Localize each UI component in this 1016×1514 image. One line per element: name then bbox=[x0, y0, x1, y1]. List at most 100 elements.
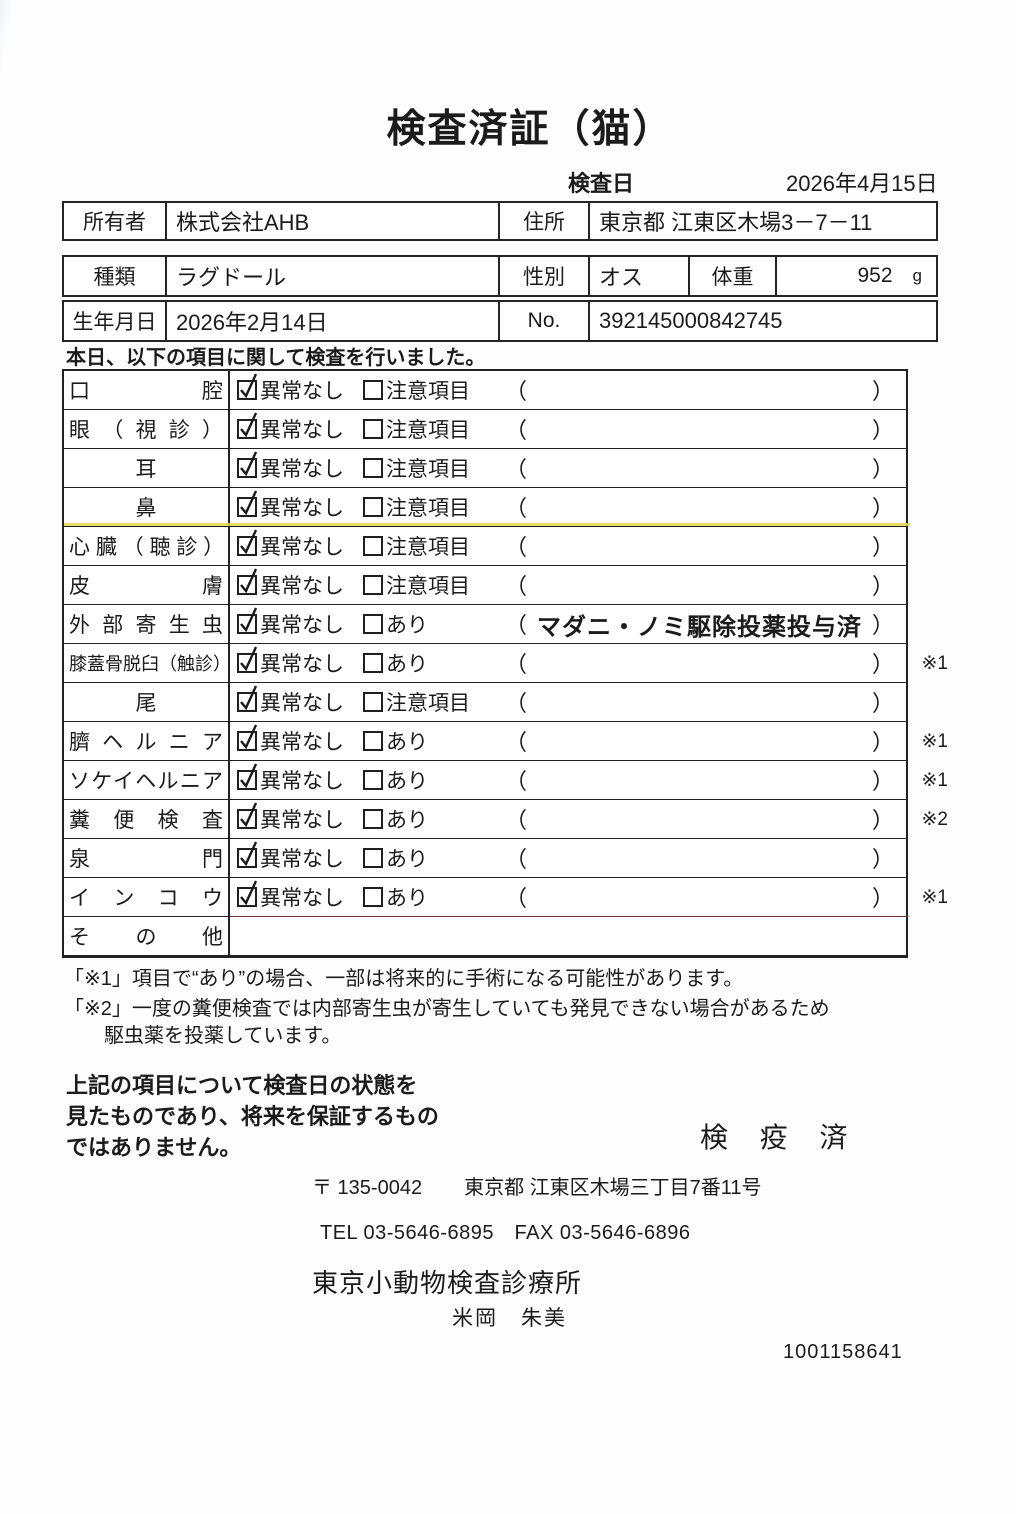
check-mark-icon bbox=[240, 412, 258, 438]
exam-item-label: 外 部 寄 生 虫 bbox=[64, 605, 230, 643]
footnote-1: 「※1」項目で“あり”の場合、一部は将来的に手術になる可能性があります。 bbox=[64, 968, 744, 990]
exam-row-external-parasites: 外 部 寄 生 虫 異常なし あり （マダニ・ノミ駆除投薬投与済） bbox=[64, 605, 906, 644]
exam-row-other: そ の 他 bbox=[64, 917, 906, 956]
checkbox-caution[interactable]: 注意項目 bbox=[363, 492, 505, 522]
exam-row-fecal-exam: 糞 便 検 査 異常なし あり （） ※2 bbox=[64, 800, 948, 839]
checkbox-icon[interactable] bbox=[237, 880, 258, 907]
checkbox-present[interactable]: あり bbox=[363, 882, 505, 912]
checkbox-present[interactable]: あり bbox=[363, 726, 505, 756]
checkbox-caution[interactable]: 注意項目 bbox=[363, 531, 505, 561]
checkbox-caution[interactable]: 注意項目 bbox=[363, 687, 505, 717]
checkbox-icon[interactable] bbox=[237, 802, 258, 829]
clinic-name: 東京小動物検査診療所 bbox=[312, 1268, 583, 1298]
checkbox-normal[interactable]: 異常なし bbox=[237, 802, 363, 834]
check-mark-icon bbox=[240, 490, 258, 516]
exam-row-skin: 皮 膚 異常なし 注意項目 （） bbox=[64, 566, 906, 605]
checkbox-present[interactable]: あり bbox=[363, 648, 505, 678]
clinic-street-address: 東京都 江東区木場三丁目7番11号 bbox=[464, 1177, 762, 1199]
checkbox-normal[interactable]: 異常なし bbox=[237, 607, 363, 639]
checkbox-caution[interactable]: 注意項目 bbox=[363, 453, 505, 483]
exam-item-label: 糞 便 検 査 bbox=[64, 800, 230, 838]
checkbox-normal[interactable]: 異常なし bbox=[237, 685, 363, 717]
checkbox-normal[interactable]: 異常なし bbox=[237, 529, 363, 561]
breed-label: 種類 bbox=[64, 257, 167, 295]
check-mark-icon bbox=[240, 568, 258, 594]
checkbox-icon[interactable] bbox=[237, 568, 258, 595]
check-mark-icon bbox=[240, 802, 258, 828]
exam-row-fontanelle: 泉 門 異常なし あり （） bbox=[64, 839, 906, 878]
checkbox-icon[interactable] bbox=[363, 809, 383, 829]
checkbox-normal[interactable]: 異常なし bbox=[237, 451, 363, 483]
checkbox-icon[interactable] bbox=[237, 685, 258, 712]
checkbox-icon[interactable] bbox=[237, 412, 258, 439]
exam-item-label: 眼 （ 視 診 ） bbox=[64, 410, 230, 448]
checkbox-icon[interactable] bbox=[363, 887, 383, 907]
checkbox-icon[interactable] bbox=[363, 848, 383, 868]
checkbox-icon[interactable] bbox=[237, 607, 258, 634]
checkbox-normal[interactable]: 異常なし bbox=[237, 724, 363, 756]
checkbox-normal[interactable]: 異常なし bbox=[237, 646, 363, 678]
exam-item-label: 耳 bbox=[64, 449, 230, 487]
owner-address: 東京都 江東区木場3－7－11 bbox=[599, 210, 873, 235]
exam-item-label: 尾 bbox=[64, 683, 230, 721]
checkbox-normal[interactable]: 異常なし bbox=[237, 763, 363, 795]
checkbox-icon[interactable] bbox=[363, 614, 383, 634]
checkbox-normal[interactable]: 異常なし bbox=[237, 841, 363, 873]
checkbox-present[interactable]: あり bbox=[363, 804, 505, 834]
checkbox-caution[interactable]: 注意項目 bbox=[363, 570, 505, 600]
checkbox-icon[interactable] bbox=[363, 692, 383, 712]
checkbox-icon[interactable] bbox=[237, 724, 258, 751]
checkbox-present[interactable]: あり bbox=[363, 765, 505, 795]
weight-value: 952 g bbox=[777, 257, 936, 295]
birth-number-table: 生年月日 2026年2月14日 No. 392145000842745 bbox=[62, 300, 938, 342]
checkbox-icon[interactable] bbox=[363, 731, 383, 751]
remarks-parens: （） bbox=[505, 808, 894, 833]
checkbox-present[interactable]: あり bbox=[363, 609, 505, 639]
weight-number: 952 bbox=[857, 264, 893, 287]
checkbox-icon[interactable] bbox=[237, 490, 258, 517]
remarks-parens: （） bbox=[505, 769, 894, 794]
check-mark-icon bbox=[240, 724, 258, 750]
footnote-ref: ※1 bbox=[921, 770, 949, 791]
checkbox-icon[interactable] bbox=[363, 653, 383, 673]
checkbox-icon[interactable] bbox=[237, 451, 258, 478]
checkbox-icon[interactable] bbox=[237, 646, 258, 673]
checkbox-normal[interactable]: 異常なし bbox=[237, 373, 363, 405]
checkbox-icon[interactable] bbox=[363, 497, 383, 517]
checkbox-icon[interactable] bbox=[363, 536, 383, 556]
checkbox-present[interactable]: あり bbox=[363, 843, 505, 873]
checkbox-icon[interactable] bbox=[363, 419, 383, 439]
checkbox-icon[interactable] bbox=[237, 841, 258, 868]
page-title: 検査済証（猫） bbox=[386, 108, 674, 151]
exam-row-heart: 心 臓 （ 聴 診 ） 異常なし 注意項目 （） bbox=[64, 527, 906, 566]
inspection-date-label: 検査日 bbox=[568, 171, 635, 196]
owner-address-label: 住所 bbox=[500, 203, 590, 239]
checkbox-caution[interactable]: 注意項目 bbox=[363, 375, 505, 405]
checkbox-icon[interactable] bbox=[363, 458, 383, 478]
remarks-parens: （） bbox=[505, 457, 894, 482]
checkbox-caution[interactable]: 注意項目 bbox=[363, 414, 505, 444]
exam-item-label: 臍 ヘ ル ニ ア bbox=[64, 722, 230, 760]
remarks-parens: （） bbox=[505, 535, 894, 560]
checkbox-icon[interactable] bbox=[237, 373, 258, 400]
checkbox-normal[interactable]: 異常なし bbox=[237, 880, 363, 912]
check-mark-icon bbox=[240, 373, 258, 399]
other-remarks-area bbox=[230, 917, 906, 955]
remarks-parens: （マダニ・ノミ駆除投薬投与済） bbox=[505, 607, 906, 642]
checkbox-normal[interactable]: 異常なし bbox=[237, 490, 363, 522]
microchip-no-value: 392145000842745 bbox=[599, 308, 783, 333]
veterinarian-name: 米岡 朱美 bbox=[452, 1307, 567, 1330]
serial-number: 1001158641 bbox=[783, 1341, 903, 1363]
sex-value: オス bbox=[590, 257, 690, 295]
checkbox-normal[interactable]: 異常なし bbox=[237, 568, 363, 600]
checkbox-icon[interactable] bbox=[237, 763, 258, 790]
checkbox-normal[interactable]: 異常なし bbox=[237, 412, 363, 444]
exam-row-ears: 耳 異常なし 注意項目 （） bbox=[64, 449, 906, 488]
checkbox-icon[interactable] bbox=[363, 380, 383, 400]
checkbox-icon[interactable] bbox=[363, 770, 383, 790]
exam-item-label: 膝蓋骨脱臼（触診） bbox=[64, 644, 231, 682]
checkbox-icon[interactable] bbox=[363, 575, 383, 595]
checkbox-icon[interactable] bbox=[237, 529, 258, 556]
remarks-parens: （） bbox=[505, 379, 894, 404]
